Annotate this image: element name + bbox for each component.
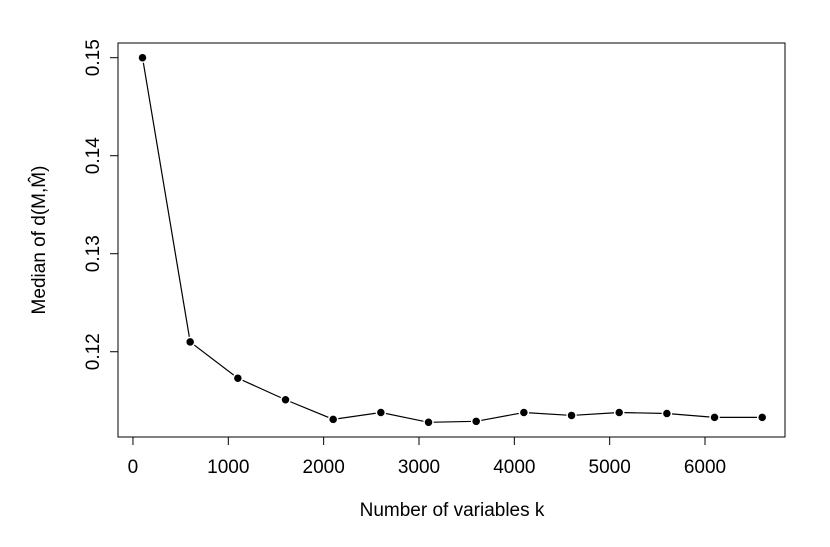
data-point bbox=[518, 407, 530, 418]
x-tick-label: 1000 bbox=[207, 457, 249, 478]
data-point bbox=[232, 372, 244, 384]
x-tick-label: 4000 bbox=[493, 457, 535, 478]
data-point bbox=[280, 394, 291, 406]
data-point bbox=[661, 408, 673, 419]
y-tick-label: 0.14 bbox=[83, 137, 104, 174]
data-point bbox=[470, 416, 482, 427]
y-tick-label: 0.13 bbox=[83, 235, 104, 272]
data-point bbox=[184, 336, 196, 348]
data-point bbox=[613, 407, 625, 418]
data-point bbox=[756, 412, 768, 423]
data-point bbox=[709, 412, 720, 423]
y-tick-label: 0.12 bbox=[83, 333, 104, 370]
data-point bbox=[375, 407, 387, 418]
y-axis-title: Median of d(M,M̂) bbox=[28, 166, 50, 315]
x-tick-label: 2000 bbox=[303, 457, 345, 478]
data-point bbox=[423, 417, 434, 428]
data-point bbox=[566, 410, 577, 421]
x-tick-label: 3000 bbox=[398, 457, 440, 478]
x-axis-title: Number of variables k bbox=[360, 500, 545, 521]
y-tick-label: 0.15 bbox=[83, 39, 104, 76]
data-point bbox=[327, 414, 339, 425]
data-point bbox=[137, 52, 148, 63]
x-tick-label: 5000 bbox=[589, 457, 631, 478]
x-tick-label: 0 bbox=[128, 457, 139, 478]
plot-frame bbox=[117, 42, 786, 438]
x-tick-label: 6000 bbox=[684, 457, 726, 478]
series-line bbox=[141, 57, 763, 423]
